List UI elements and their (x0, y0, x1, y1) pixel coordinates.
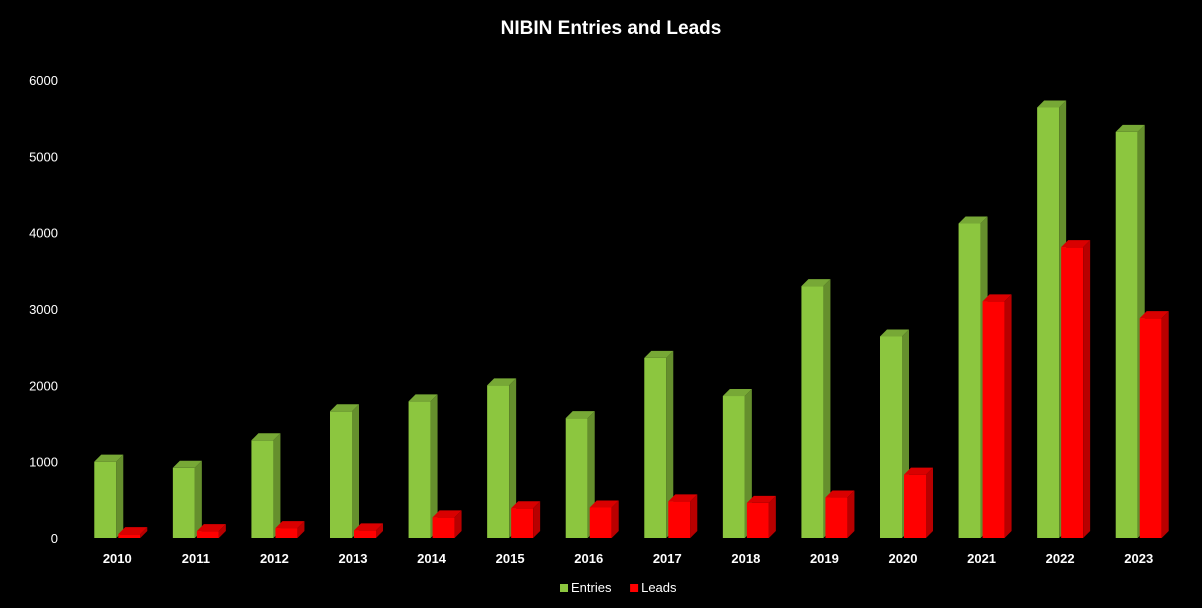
y-tick-label: 4000 (29, 226, 58, 241)
bar-leads (432, 510, 462, 538)
bars (94, 100, 1169, 539)
bar-entries (251, 433, 281, 538)
x-tick-label: 2013 (339, 551, 368, 566)
x-tick-label: 2019 (810, 551, 839, 566)
bar-leads (118, 527, 148, 538)
bar-leads (354, 523, 383, 538)
y-tick-label: 2000 (29, 378, 58, 393)
bar-entries (172, 460, 202, 538)
x-tick-label: 2010 (103, 551, 132, 566)
legend-swatch-leads (630, 584, 639, 592)
bar-leads (746, 495, 776, 538)
x-tick-label: 2020 (889, 551, 918, 566)
bar-entries (408, 394, 438, 538)
x-tick-label: 2014 (417, 551, 447, 566)
x-tick-label: 2011 (182, 551, 210, 566)
x-tick-label: 2018 (731, 551, 760, 566)
bar-entries (330, 404, 359, 538)
bar-leads (1061, 240, 1091, 539)
x-tick-label: 2012 (260, 551, 289, 566)
bar-leads (196, 524, 226, 538)
bar-leads (589, 500, 619, 538)
bar-leads (511, 501, 541, 538)
bar-leads (668, 494, 698, 538)
legend-label-entries: Entries (571, 580, 612, 595)
x-tick-label: 2022 (1046, 551, 1075, 566)
x-tick-label: 2016 (574, 551, 603, 566)
x-tick-label: 2021 (967, 551, 996, 566)
bar-entries (644, 350, 674, 538)
x-tick-label: 2023 (1124, 551, 1153, 566)
bar-entries (487, 378, 517, 538)
y-tick-label: 3000 (29, 302, 58, 317)
y-tick-label: 0 (51, 531, 58, 546)
y-axis: 0 1000 2000 3000 4000 5000 6000 (29, 73, 58, 546)
legend-label-leads: Leads (641, 580, 677, 595)
x-tick-label: 2015 (496, 551, 525, 566)
chart-title: NIBIN Entries and Leads (501, 18, 722, 39)
y-tick-label: 5000 (29, 149, 58, 164)
x-tick-label: 2017 (653, 551, 682, 566)
bar-leads (904, 467, 933, 538)
legend-swatch-entries (560, 584, 568, 592)
x-axis: 2010 2011 2012 2013 2014 2015 2016 2017 2018 2019… (103, 551, 1153, 566)
bar-entries (801, 279, 831, 538)
bar-leads (1139, 311, 1169, 538)
legend: Entries Leads (560, 580, 677, 595)
y-tick-label: 6000 (29, 73, 58, 88)
y-tick-label: 1000 (29, 455, 58, 470)
bar-entries (94, 454, 124, 538)
bar-leads (275, 521, 305, 538)
bar-leads (982, 294, 1012, 538)
bar-leads (825, 490, 855, 538)
